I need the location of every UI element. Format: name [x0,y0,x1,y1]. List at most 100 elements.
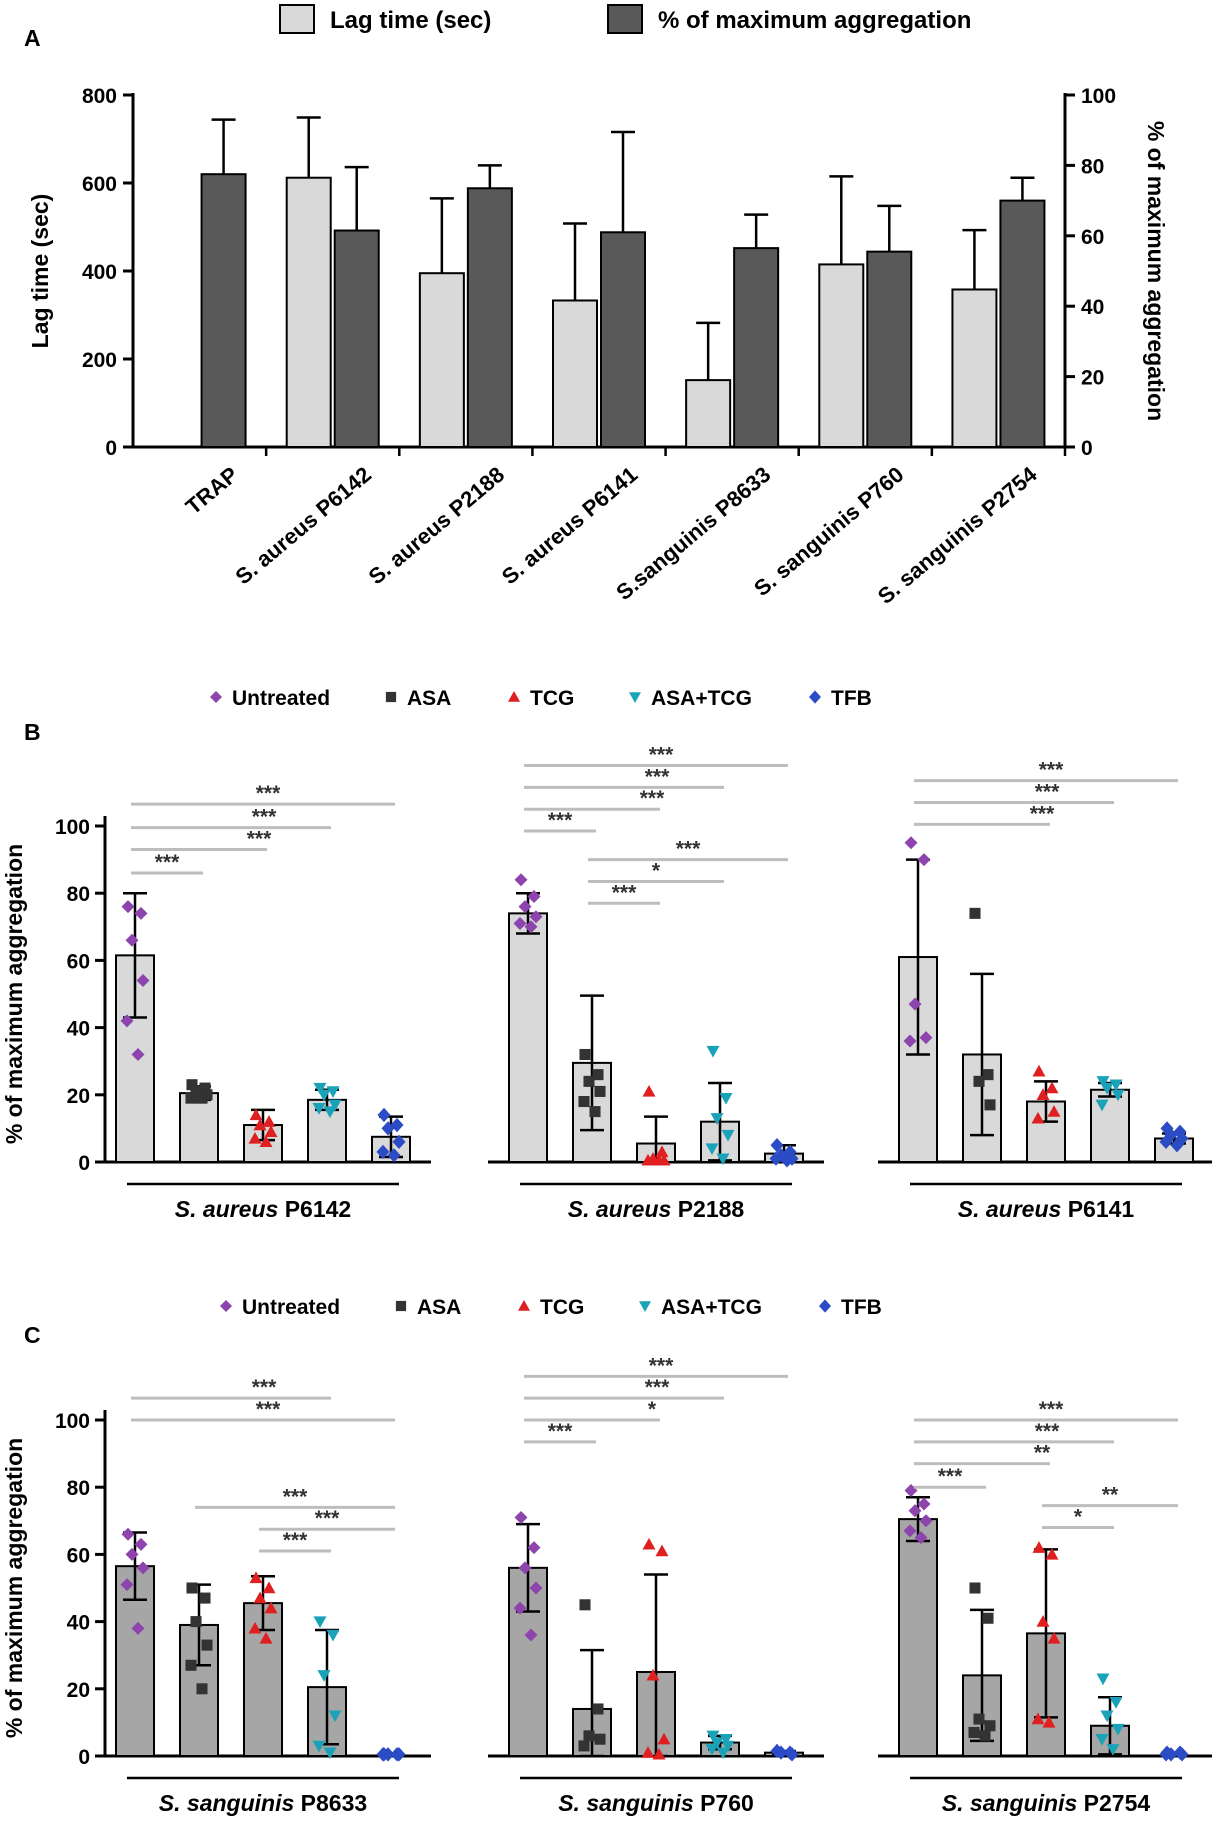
point-asa-tcg [317,1670,331,1682]
point-untreated [527,890,541,904]
significance-stars: *** [1039,759,1064,782]
point-asa-tcg [1095,1099,1109,1112]
point-tfb [1159,1747,1173,1762]
right-tick-label: 80 [1081,155,1104,178]
legend-label-tcg: TCG [530,687,574,710]
point-tfb [376,1747,390,1762]
panel-label-c: C [24,1322,41,1348]
legend-label-aggregation: % of maximum aggregation [658,7,971,34]
point-asa [583,1730,595,1742]
legend-label-untreated: Untreated [242,1296,340,1319]
point-untreated [514,1510,528,1524]
point-asa-tcg [721,1129,735,1142]
point-asa-tcg [706,1730,720,1743]
point-tcg [253,1118,267,1131]
point-tcg [1031,1712,1045,1725]
point-asa-tcg [705,1143,719,1156]
point-asa-tcg [1106,1744,1120,1756]
point-tcg [1032,1064,1046,1077]
point-untreated [125,933,139,947]
legend-label-untreated: Untreated [232,687,330,710]
point-untreated [524,1628,538,1642]
point-asa-tcg [1109,1079,1123,1092]
point-tfb [1164,1127,1178,1143]
point-asa-tcg [1100,1082,1114,1095]
point-asa-tcg [710,1737,724,1750]
point-untreated [903,1524,917,1538]
bar-s-sanguinis-p2754-untreated [898,1518,938,1757]
significance-stars: *** [283,1485,308,1508]
point-untreated [120,1578,134,1592]
point-tfb [376,1144,390,1160]
aggregation-bar-s-aureus-p6142 [333,229,380,448]
legend-label-asa-tcg: ASA+TCG [651,687,752,710]
point-untreated [903,1034,917,1048]
significance-stars: *** [247,828,272,851]
left-tick-label: 400 [82,261,117,284]
group-label-s-sanguinis-p2754: S. sanguinis P2754 [942,1790,1151,1816]
point-asa [583,1075,595,1087]
point-tcg [262,1115,276,1127]
point-asa [982,1612,994,1624]
lag-bar-s-aureus-p6141 [552,299,598,449]
panel-label-b: B [24,719,41,745]
point-tfb [392,1134,406,1149]
significance-stars: *** [676,838,701,861]
group-label-s-sanguinis-p8633: S. sanguinis P8633 [159,1790,367,1816]
point-tcg [262,1581,276,1594]
point-asa [592,1703,604,1715]
point-tcg [642,1537,656,1550]
aggregation-bar-s-aureus-p6141 [600,231,646,448]
point-asa-tcg [1111,1723,1125,1736]
left-axis-title: Lag time (sec) [27,194,53,349]
left-tick-label: 800 [82,85,117,108]
point-asa [190,1616,202,1628]
legend-marker-tfb [819,1299,831,1313]
point-asa [185,1659,197,1671]
point-tfb [769,1151,783,1166]
x-tick-label-trap: TRAP [181,462,243,520]
point-asa-tcg [1095,1734,1109,1746]
lag-bar-s-sanguinis-p2754 [951,288,998,449]
point-asa [190,1085,202,1097]
legend-marker-asa [385,691,397,703]
y-axis-title: % of maximum aggregation [1,844,27,1144]
significance-stars: *** [256,1398,281,1421]
significance-stars: ** [1102,1484,1119,1507]
point-tcg [249,1571,263,1584]
legend-label-asa: ASA [417,1296,461,1319]
point-tcg [253,1591,267,1604]
legend-swatch-lag [279,4,315,34]
point-asa-tcg [719,1092,733,1105]
point-asa [579,1048,591,1061]
point-asa [973,1075,985,1087]
point-asa-tcg [721,1740,735,1753]
point-asa [984,1720,996,1732]
point-tcg [248,1131,262,1144]
y-tick-label: 100 [55,816,90,839]
lag-bar-s-aureus-p2188 [418,272,465,449]
significance-stars: * [1074,1506,1083,1529]
y-tick-label: 0 [78,1152,90,1175]
point-asa-tcg [313,1616,327,1629]
point-tcg [259,1135,273,1148]
point-tfb [785,1747,799,1762]
point-tfb [387,1148,401,1163]
point-asa-tcg [710,1113,724,1125]
significance-stars: *** [640,787,665,810]
aggregation-bar-s-sanguinis-p2754 [999,199,1046,448]
point-tcg [1047,1631,1061,1644]
lag-bar-s-aureus-p6142 [285,176,332,448]
significance-stars: *** [256,782,281,805]
group-label-s-aureus-p2188: S. aureus P2188 [568,1196,745,1222]
y-tick-label: 40 [67,1018,90,1041]
significance-stars: *** [645,765,670,788]
point-untreated [914,1531,928,1545]
point-tcg [248,1621,262,1634]
legend-label-asa: ASA [407,687,451,710]
point-asa [589,1106,601,1118]
point-asa [594,1085,606,1097]
point-asa-tcg [312,1103,326,1115]
point-asa [186,1079,198,1091]
point-untreated [513,916,527,930]
